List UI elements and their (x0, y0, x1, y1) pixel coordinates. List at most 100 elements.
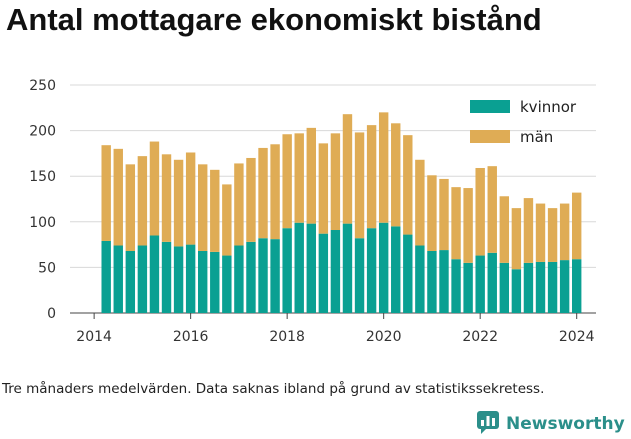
bar-man-22 (366, 125, 377, 229)
x-tick-label-2024: 2024 (559, 329, 595, 345)
bar-kvinnor-36 (535, 261, 546, 313)
bar-man-28 (439, 178, 449, 251)
bar-kvinnor-33 (499, 262, 510, 313)
bar-man-38 (559, 203, 570, 261)
bar-kvinnor-14 (270, 239, 280, 313)
bar-man-29 (451, 187, 461, 260)
bar-kvinnor-27 (427, 250, 437, 313)
bar-man-12 (246, 157, 256, 242)
bar-man-19 (330, 133, 341, 231)
bar-kvinnor-17 (306, 223, 316, 313)
bar-man-30 (463, 188, 473, 263)
bar-kvinnor-39 (571, 259, 582, 313)
bars (101, 112, 582, 313)
bar-man-14 (270, 144, 280, 240)
bar-kvinnor-2 (125, 250, 136, 313)
brand-name: Newsworthy (506, 414, 625, 434)
bar-man-35 (523, 198, 534, 263)
bar-kvinnor-29 (451, 259, 461, 313)
bar-kvinnor-24 (391, 226, 401, 313)
bar-kvinnor-7 (185, 244, 196, 313)
bar-man-31 (475, 167, 485, 256)
bar-kvinnor-12 (246, 241, 256, 313)
bar-man-15 (282, 134, 292, 229)
bar-kvinnor-13 (258, 238, 268, 313)
chart-caption: Tre månaders medelvärden. Data saknas ib… (2, 381, 545, 397)
bar-kvinnor-20 (342, 223, 353, 313)
x-tick-label-2020: 2020 (366, 329, 402, 345)
bar-man-23 (378, 112, 389, 223)
bar-man-24 (391, 123, 401, 227)
bar-man-11 (234, 163, 244, 246)
bar-man-37 (547, 208, 558, 262)
bar-kvinnor-10 (222, 255, 232, 313)
legend-swatch-man (470, 130, 510, 143)
bar-kvinnor-25 (403, 234, 413, 313)
bar-man-34 (511, 208, 522, 270)
bar-kvinnor-5 (161, 241, 172, 313)
bar-man-32 (487, 166, 497, 253)
bar-man-21 (354, 132, 365, 239)
bar-man-33 (499, 196, 510, 263)
bar-kvinnor-35 (523, 262, 534, 313)
bar-kvinnor-21 (354, 238, 365, 313)
y-axis: 0 50 100 150 200 250 (29, 78, 56, 322)
x-tick-label-2018: 2018 (269, 329, 305, 345)
bar-kvinnor-0 (101, 240, 111, 313)
bar-kvinnor-22 (366, 228, 377, 313)
bar-man-7 (185, 152, 196, 245)
bar-man-25 (403, 135, 413, 235)
bar-kvinnor-19 (330, 230, 341, 313)
x-tick-label-2014: 2014 (76, 329, 112, 345)
newsworthy-logo-icon (476, 410, 500, 438)
bar-kvinnor-37 (547, 261, 558, 313)
legend-label-kvinnor: kvinnor (520, 98, 577, 116)
legend-swatch-kvinnor (470, 100, 510, 113)
bar-man-17 (306, 127, 316, 224)
legend: kvinnor män (470, 98, 577, 146)
bar-kvinnor-4 (149, 235, 160, 313)
bar-kvinnor-26 (415, 245, 425, 313)
bar-kvinnor-9 (210, 251, 220, 313)
x-axis: 2014 2016 2018 2020 2022 2024 (76, 313, 595, 345)
chart-title: Antal mottagare ekonomiskt bistånd (6, 2, 542, 37)
y-tick-label-150: 150 (29, 169, 56, 185)
bar-man-4 (149, 141, 160, 236)
bar-kvinnor-6 (173, 246, 184, 313)
bar-kvinnor-15 (282, 228, 292, 313)
bar-man-2 (125, 164, 136, 251)
bar-man-39 (571, 192, 582, 260)
bar-man-10 (222, 184, 232, 256)
bar-kvinnor-38 (559, 260, 570, 313)
y-tick-label-50: 50 (38, 260, 56, 276)
bar-kvinnor-3 (137, 245, 148, 313)
brand-logo: Newsworthy (476, 410, 625, 438)
bar-man-27 (427, 175, 437, 251)
bar-man-16 (294, 133, 304, 223)
y-tick-label-0: 0 (47, 306, 56, 322)
bar-kvinnor-16 (294, 222, 304, 313)
bar-man-0 (101, 145, 111, 241)
legend-label-man: män (520, 128, 553, 146)
bar-kvinnor-31 (475, 255, 485, 313)
bar-man-20 (342, 114, 353, 224)
bar-kvinnor-32 (487, 252, 497, 313)
bar-kvinnor-8 (198, 250, 208, 313)
bar-kvinnor-1 (113, 245, 123, 313)
bar-kvinnor-34 (511, 269, 522, 313)
bar-kvinnor-18 (318, 233, 329, 313)
y-tick-label-200: 200 (29, 124, 56, 140)
bar-kvinnor-28 (439, 250, 449, 313)
bar-man-3 (137, 156, 148, 246)
x-tick-label-2022: 2022 (462, 329, 498, 345)
bar-man-36 (535, 203, 546, 262)
y-tick-label-100: 100 (29, 215, 56, 231)
bar-man-26 (415, 159, 425, 246)
bar-man-6 (173, 159, 184, 247)
chart: 0 50 100 150 200 250 2014 2016 2018 2020 2022 2024… (29, 78, 596, 345)
bar-man-18 (318, 143, 329, 234)
y-tick-label-250: 250 (29, 78, 56, 94)
bar-kvinnor-11 (234, 245, 244, 313)
bar-man-9 (210, 169, 220, 252)
bar-man-13 (258, 147, 268, 239)
